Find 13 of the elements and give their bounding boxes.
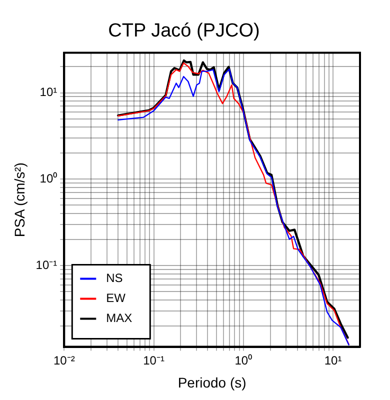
x-tick-label: 10⁻¹	[143, 353, 164, 368]
legend-label: MAX	[106, 311, 132, 326]
chart-title: CTP Jacó (PJCO)	[108, 20, 260, 42]
x-tick-label: 10⁻²	[53, 353, 75, 368]
x-tick-label: 10⁰	[234, 353, 252, 368]
x-axis-title: Periodo (s)	[178, 374, 246, 390]
x-tick-label: 10¹	[324, 353, 342, 368]
y-tick-label: 10¹	[40, 85, 58, 100]
legend-label: EW	[106, 291, 126, 306]
y-tick-label: 10⁻¹	[36, 258, 58, 272]
y-axis-title: PSA (cm/s²)	[11, 162, 28, 238]
legend-label: NS	[106, 271, 123, 286]
y-tick-label: 10⁰	[40, 172, 58, 186]
